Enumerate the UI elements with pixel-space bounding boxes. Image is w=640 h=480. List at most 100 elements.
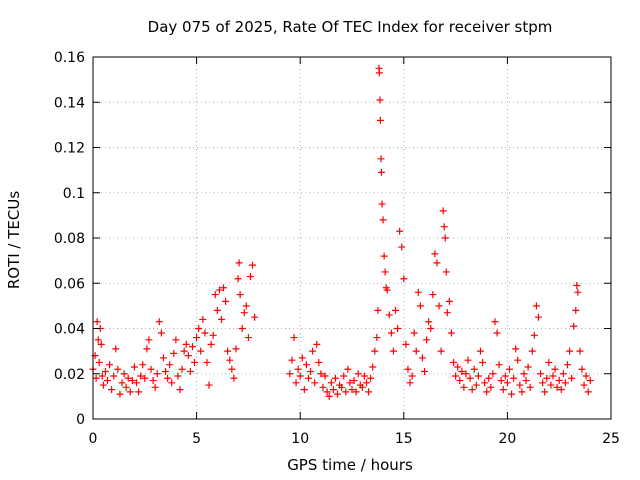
data-point (180, 347, 188, 355)
data-point (365, 388, 373, 396)
data-point (298, 354, 306, 362)
x-tick-label: 10 (291, 431, 309, 447)
data-point (474, 372, 482, 380)
data-point (387, 329, 395, 337)
data-point (197, 347, 205, 355)
data-point (497, 377, 505, 385)
data-point (313, 340, 321, 348)
data-point (108, 386, 116, 394)
data-point (433, 259, 441, 267)
data-point (228, 365, 236, 373)
data-point (98, 372, 106, 380)
data-point (155, 318, 163, 326)
x-tick-label: 5 (192, 431, 201, 447)
data-point (288, 356, 296, 364)
data-point (182, 340, 190, 348)
data-point (201, 329, 209, 337)
data-point (389, 347, 397, 355)
x-axis-label: GPS time / hours (287, 456, 413, 474)
data-point (584, 388, 592, 396)
y-tick-label: 0.06 (54, 276, 85, 292)
data-point (290, 334, 298, 342)
data-point (551, 365, 559, 373)
data-point (294, 365, 302, 373)
data-point (491, 318, 499, 326)
data-point (114, 365, 122, 373)
data-point (329, 386, 337, 394)
data-point (371, 347, 379, 355)
data-point (503, 379, 511, 387)
data-point (377, 155, 385, 163)
data-point (441, 234, 449, 242)
data-point (249, 261, 257, 269)
data-point (186, 367, 194, 375)
data-point (358, 383, 366, 391)
data-point (92, 374, 100, 382)
data-point (232, 345, 240, 353)
data-point (485, 374, 493, 382)
y-tick-label: 0.1 (63, 186, 85, 202)
data-point (172, 336, 180, 344)
data-point (106, 361, 114, 369)
data-point (499, 386, 507, 394)
data-point (321, 372, 329, 380)
data-point (573, 282, 581, 290)
data-point (427, 325, 435, 332)
data-point (514, 356, 522, 364)
data-point (421, 367, 429, 375)
data-point (450, 358, 458, 366)
data-point (561, 379, 569, 387)
data-point (566, 347, 574, 355)
data-point (462, 370, 470, 378)
data-point (101, 367, 109, 375)
data-point (168, 379, 176, 387)
data-point (242, 302, 250, 310)
data-point (582, 372, 590, 380)
data-point (162, 367, 170, 375)
data-point (381, 268, 389, 276)
data-point (375, 69, 383, 77)
data-point (315, 358, 323, 366)
data-point (547, 381, 555, 389)
data-point (568, 374, 576, 382)
data-point (354, 370, 362, 378)
data-point (454, 363, 462, 371)
data-point (410, 329, 418, 337)
data-point (493, 329, 501, 337)
data-point (532, 302, 540, 310)
data-point (97, 340, 105, 348)
data-point (122, 383, 130, 391)
data-point (404, 365, 412, 373)
data-point (174, 372, 182, 380)
data-point (296, 372, 304, 380)
data-point (429, 291, 437, 299)
x-tick-label: 25 (602, 431, 620, 447)
data-point (137, 372, 145, 380)
data-point (460, 383, 468, 391)
data-point (331, 374, 339, 382)
data-point (170, 349, 178, 357)
data-point (304, 374, 312, 382)
data-point (423, 336, 431, 344)
data-point (464, 356, 472, 364)
data-point (240, 309, 248, 317)
data-point (559, 370, 567, 378)
data-point (442, 268, 450, 276)
data-point (508, 390, 516, 398)
data-point (367, 374, 375, 382)
data-point (222, 297, 230, 305)
data-point (468, 386, 476, 394)
data-point (193, 334, 201, 342)
data-point (352, 388, 360, 396)
data-point (400, 275, 408, 283)
data-point (505, 365, 513, 373)
data-point (209, 331, 217, 339)
x-tick-label: 0 (89, 431, 98, 447)
data-point (342, 388, 350, 396)
data-point (350, 377, 358, 385)
data-point (376, 96, 384, 104)
data-point (104, 377, 112, 385)
data-point (487, 383, 495, 391)
